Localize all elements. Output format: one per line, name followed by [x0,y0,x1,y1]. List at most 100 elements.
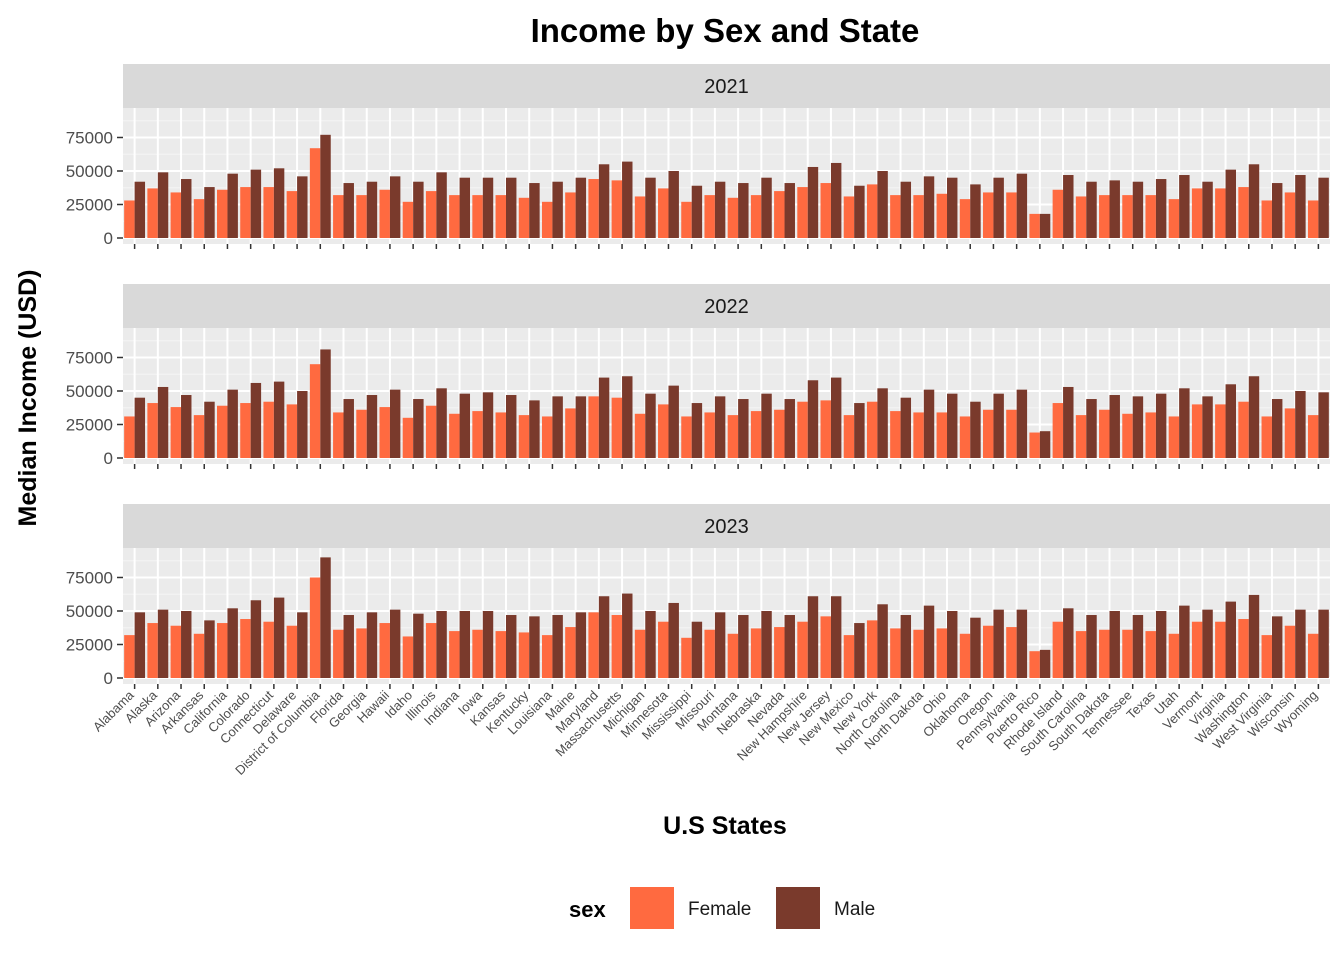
bar-male [343,399,354,458]
bar-female [634,196,646,238]
bar-male [389,389,401,458]
bar-female [1052,189,1064,238]
bar-male [1295,390,1306,458]
bar-male [1039,649,1051,678]
bar-male [691,403,703,458]
y-tick-label: 25000 [66,415,113,434]
bar-male [320,557,331,678]
bar-female [518,632,530,678]
bar-female [240,619,251,678]
bar-female [843,415,855,458]
bar-male [227,608,238,678]
bar-male [1248,594,1260,678]
bar-female [727,197,739,238]
bar-female [843,635,855,678]
bar-male [668,385,679,458]
bar-female [1029,213,1040,238]
bar-female [286,191,298,238]
bar-female [982,192,994,238]
bar-male [181,179,192,238]
bar-male [877,604,888,678]
bar-male [134,181,146,238]
bar-female [611,397,623,458]
bar-female [402,201,414,238]
bar-female [890,411,901,458]
bar-male [366,612,378,678]
bar-female [217,405,228,458]
bar-female [1075,415,1087,458]
bar-female [565,192,576,238]
y-tick-label: 75000 [66,348,113,367]
legend-title: sex [569,897,606,922]
legend-label-male: Male [834,899,875,920]
x-axis-title: U.S States [663,812,787,840]
y-tick-label: 50000 [66,162,113,181]
bar-female [217,189,228,238]
bar-male [1016,609,1028,678]
bar-male [598,377,610,458]
bar-female [797,187,808,238]
bar-male [1086,181,1097,238]
bar-male [1318,392,1329,458]
bar-male [645,177,656,238]
facet-strip [123,284,1330,328]
bar-male [575,396,587,458]
bar-female [1029,651,1040,678]
bar-male [459,177,471,238]
bar-female [1238,619,1249,678]
bar-female [936,412,948,458]
bar-female [124,200,135,238]
y-tick-label: 50000 [66,382,113,401]
bar-female [750,411,762,458]
bar-male [1248,376,1260,458]
bar-male [1155,179,1167,238]
bar-female [890,628,901,678]
bar-male [1295,609,1306,678]
y-tick-label: 0 [104,669,113,688]
bar-male [297,612,308,678]
bar-male [1086,399,1097,458]
bar-male [691,621,703,678]
bar-male [668,602,679,678]
y-axis-title: Median Income (USD) [14,270,42,527]
bar-female [750,195,762,238]
bar-female [193,633,205,678]
bar-female [1307,633,1319,678]
bar-male [622,376,633,458]
bar-female [1099,629,1110,678]
bar-female [936,628,948,678]
bar-female [147,623,158,678]
bar-male [1063,386,1074,458]
bar-female [495,195,506,238]
bar-female [1006,409,1017,458]
bar-female [402,417,414,458]
bar-female [333,412,344,458]
bar-female [1215,621,1226,678]
y-tick-label: 0 [104,449,113,468]
bar-male [900,615,912,678]
bar-female [541,416,553,458]
y-tick-label: 50000 [66,602,113,621]
bar-male [482,610,494,678]
bar-male [505,177,517,238]
bar-female [1052,403,1064,458]
bar-female [588,612,599,678]
bar-male [552,615,563,678]
bar-female [147,188,158,238]
bar-male [1225,601,1236,678]
bar-female [634,413,646,458]
bar-female [124,635,135,678]
bar-male [738,615,749,678]
bar-male [1132,181,1144,238]
bar-male [1155,393,1167,458]
bar-male [668,170,679,238]
bar-female [472,411,483,458]
facet-strip [123,64,1330,108]
bar-male [714,612,726,678]
bar-male [1318,609,1329,678]
bar-male [947,610,958,678]
bar-male [993,393,1004,458]
bar-male [413,399,424,458]
bar-female [704,629,715,678]
bar-female [982,409,994,458]
